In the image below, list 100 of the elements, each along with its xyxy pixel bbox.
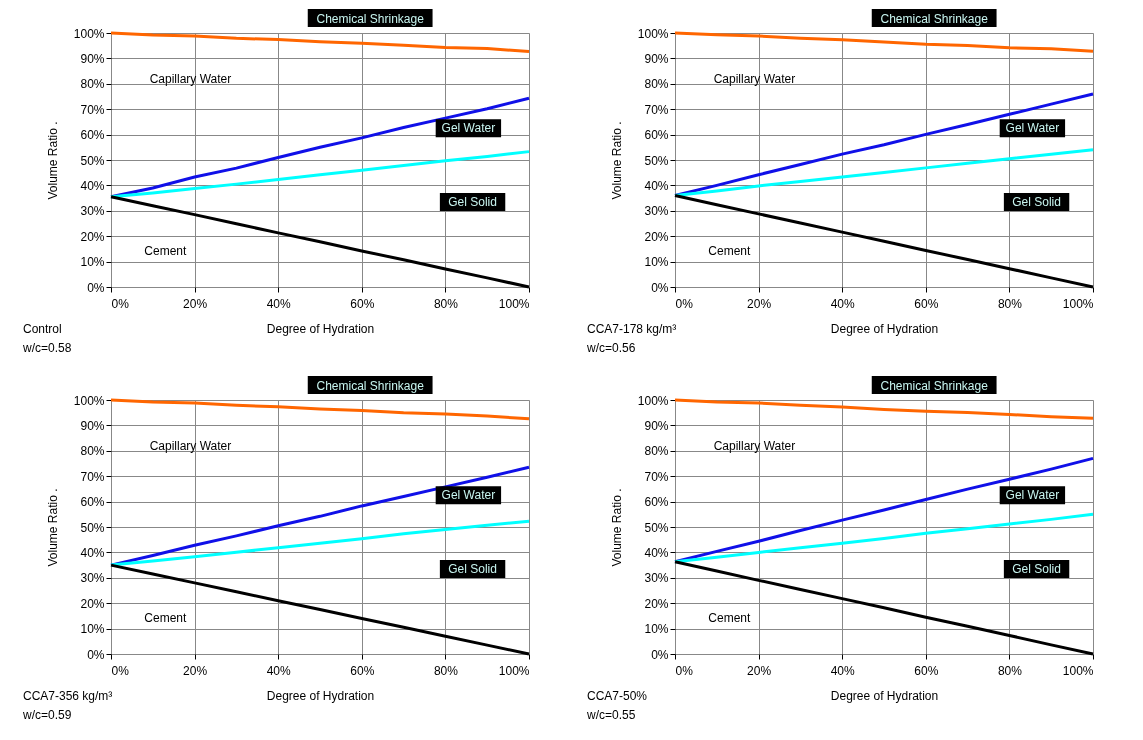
x-axis-title: Degree of Hydration bbox=[830, 688, 939, 703]
x-tick-label: 20% bbox=[747, 296, 772, 311]
x-tick-label: 60% bbox=[350, 663, 375, 678]
y-axis-title: Volume Ratio . bbox=[45, 488, 60, 567]
annotation: Capillary Water bbox=[713, 71, 796, 86]
y-tick-label: 70% bbox=[644, 102, 669, 117]
y-tick-label: 80% bbox=[644, 444, 669, 459]
y-tick-label: 30% bbox=[80, 571, 105, 586]
y-tick-label: 50% bbox=[80, 520, 105, 535]
line-series bbox=[109, 150, 531, 199]
y-tick-label: 90% bbox=[644, 418, 669, 433]
annotation: Capillary Water bbox=[713, 438, 796, 453]
y-tick-label: 100% bbox=[637, 26, 669, 41]
x-tick-label: 40% bbox=[830, 296, 856, 311]
x-tick-label: 40% bbox=[266, 663, 292, 678]
x-tick-label: 0% bbox=[675, 663, 694, 678]
annotation: Gel Solid bbox=[1012, 194, 1061, 209]
x-tick-label: 100% bbox=[498, 663, 530, 678]
y-tick-label: 50% bbox=[644, 153, 669, 168]
y-tick-label: 0% bbox=[87, 647, 105, 662]
y-tick-label: 40% bbox=[644, 545, 669, 560]
annotation: Capillary Water bbox=[149, 438, 232, 453]
y-tick-label: 90% bbox=[80, 418, 105, 433]
x-axis-title: Degree of Hydration bbox=[830, 321, 939, 336]
y-tick-label: 90% bbox=[80, 51, 105, 66]
x-tick-label: 100% bbox=[1062, 663, 1094, 678]
text: Chemical Shrinkage bbox=[316, 12, 425, 26]
x-tick-label: 80% bbox=[997, 296, 1023, 311]
y-tick-label: 60% bbox=[80, 128, 105, 143]
text: CCA7-178 kg/m³ w/c=0.56 bbox=[586, 322, 677, 355]
y-axis-title: Volume Ratio . bbox=[609, 121, 624, 200]
y-tick-label: 40% bbox=[644, 178, 669, 193]
y-tick-label: 80% bbox=[80, 444, 105, 459]
y-tick-label: 90% bbox=[644, 51, 669, 66]
y-tick-label: 0% bbox=[87, 280, 105, 295]
x-tick-label: 0% bbox=[111, 296, 130, 311]
y-tick-label: 0% bbox=[651, 280, 669, 295]
annotation: Gel Water bbox=[441, 121, 496, 136]
y-tick-label: 60% bbox=[644, 495, 669, 510]
y-tick-label: 20% bbox=[644, 229, 669, 244]
x-tick-label: 60% bbox=[914, 663, 939, 678]
x-tick-label: 100% bbox=[1062, 296, 1094, 311]
x-tick-label: 20% bbox=[183, 663, 208, 678]
text: Control w/c=0.58 bbox=[22, 322, 72, 355]
annotation: Gel Water bbox=[1005, 488, 1060, 503]
x-tick-label: 0% bbox=[675, 296, 694, 311]
text: Chemical Shrinkage bbox=[880, 379, 989, 393]
x-tick-label: 80% bbox=[433, 663, 459, 678]
text: Chemical Shrinkage bbox=[316, 379, 425, 393]
text: CCA7-50% w/c=0.55 bbox=[586, 689, 648, 722]
y-tick-label: 10% bbox=[644, 255, 669, 270]
x-tick-label: 0% bbox=[111, 663, 130, 678]
y-tick-label: 10% bbox=[80, 622, 105, 637]
x-tick-label: 60% bbox=[914, 296, 939, 311]
y-tick-label: 20% bbox=[80, 596, 105, 611]
x-tick-label: 60% bbox=[350, 296, 375, 311]
y-tick-label: 10% bbox=[80, 255, 105, 270]
x-tick-label: 20% bbox=[183, 296, 208, 311]
y-tick-label: 40% bbox=[80, 178, 105, 193]
y-tick-label: 100% bbox=[73, 26, 105, 41]
x-axis-title: Degree of Hydration bbox=[266, 688, 375, 703]
y-tick-label: 80% bbox=[80, 77, 105, 92]
y-tick-label: 10% bbox=[644, 622, 669, 637]
text: CCA7-356 kg/m³ w/c=0.59 bbox=[22, 689, 113, 722]
y-tick-label: 60% bbox=[80, 495, 105, 510]
y-tick-label: 30% bbox=[644, 204, 669, 219]
x-tick-label: 100% bbox=[498, 296, 530, 311]
line-series bbox=[673, 512, 1095, 564]
y-axis-title: Volume Ratio . bbox=[609, 488, 624, 567]
y-tick-label: 80% bbox=[644, 77, 669, 92]
y-tick-label: 20% bbox=[80, 229, 105, 244]
text: Chemical Shrinkage bbox=[880, 12, 989, 26]
y-tick-label: 20% bbox=[644, 596, 669, 611]
x-tick-label: 20% bbox=[747, 663, 772, 678]
y-axis-title: Volume Ratio . bbox=[45, 121, 60, 200]
annotation: Gel Solid bbox=[448, 561, 497, 576]
y-tick-label: 70% bbox=[80, 469, 105, 484]
x-tick-label: 80% bbox=[997, 663, 1023, 678]
annotation: Gel Water bbox=[1005, 121, 1060, 136]
y-tick-label: 60% bbox=[644, 128, 669, 143]
y-tick-label: 30% bbox=[80, 204, 105, 219]
annotation: Gel Water bbox=[441, 488, 496, 503]
y-tick-label: 50% bbox=[80, 153, 105, 168]
annotation: Cement bbox=[708, 611, 752, 626]
y-tick-label: 100% bbox=[637, 393, 669, 408]
annotation: Gel Solid bbox=[1012, 561, 1061, 576]
y-tick-label: 100% bbox=[73, 393, 105, 408]
annotation: Gel Solid bbox=[448, 194, 497, 209]
annotation: Capillary Water bbox=[149, 71, 232, 86]
y-tick-label: 0% bbox=[651, 647, 669, 662]
y-tick-label: 50% bbox=[644, 520, 669, 535]
x-tick-label: 40% bbox=[266, 296, 292, 311]
annotation: Cement bbox=[144, 611, 188, 626]
x-tick-label: 40% bbox=[830, 663, 856, 678]
y-tick-label: 40% bbox=[80, 545, 105, 560]
y-tick-label: 70% bbox=[644, 469, 669, 484]
x-axis-title: Degree of Hydration bbox=[266, 321, 375, 336]
annotation: Cement bbox=[708, 244, 752, 259]
x-tick-label: 80% bbox=[433, 296, 459, 311]
annotation: Cement bbox=[144, 244, 188, 259]
